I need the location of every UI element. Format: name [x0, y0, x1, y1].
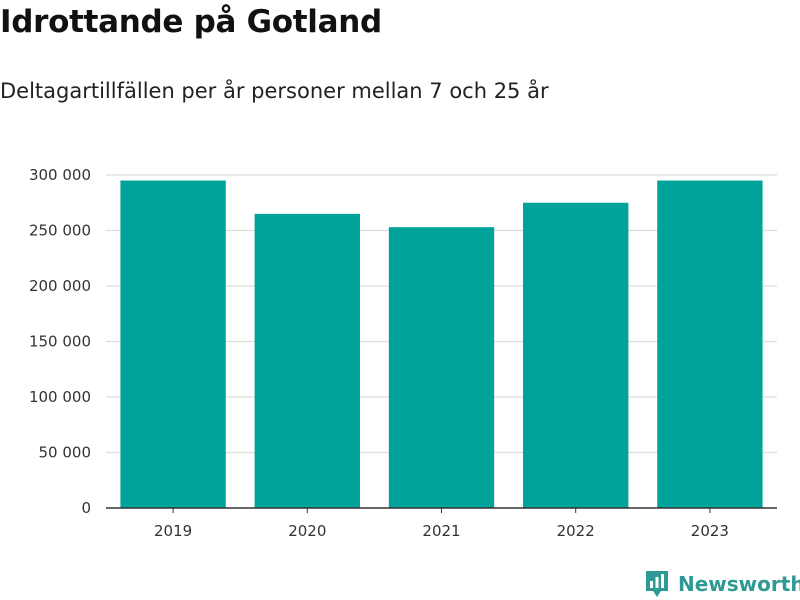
y-tick-label: 300 000 [29, 166, 91, 184]
y-axis-ticks: 0 50 000 100 000 150 000 200 000 250 000 300 0… [29, 166, 91, 517]
x-tick-label: 2020 [288, 522, 326, 540]
bar-2021[interactable] [388, 227, 495, 509]
y-tick-label: 200 000 [29, 277, 91, 295]
y-tick-label: 50 000 [39, 444, 92, 462]
bar-2020[interactable] [254, 213, 360, 508]
y-tick-label: 250 000 [29, 222, 91, 240]
x-tick-label: 2023 [691, 522, 729, 540]
x-tick-label: 2022 [557, 522, 595, 540]
brand-name: Newsworthy [678, 572, 800, 596]
y-tick-label: 150 000 [29, 333, 91, 351]
bars [120, 180, 763, 509]
bar-2019[interactable] [120, 180, 226, 509]
newsworthy-logo[interactable]: Newsworthy [644, 568, 800, 600]
x-tick-label: 2021 [422, 522, 460, 540]
y-tick-label: 0 [81, 499, 91, 517]
bar-chart: 0 50 000 100 000 150 000 200 000 250 000 300 0… [29, 166, 777, 540]
newsworthy-chart-icon [646, 571, 668, 597]
chart-title: Idrottande på Gotland [0, 4, 382, 40]
bar-2023[interactable] [657, 180, 763, 509]
chart-subtitle: Deltagartillfällen per år personer mella… [0, 79, 549, 103]
x-tick-label: 2019 [154, 522, 192, 540]
x-axis-ticks: 2019 2020 2021 2022 2023 [154, 508, 729, 540]
bar-2022[interactable] [523, 202, 629, 508]
y-tick-label: 100 000 [29, 388, 91, 406]
